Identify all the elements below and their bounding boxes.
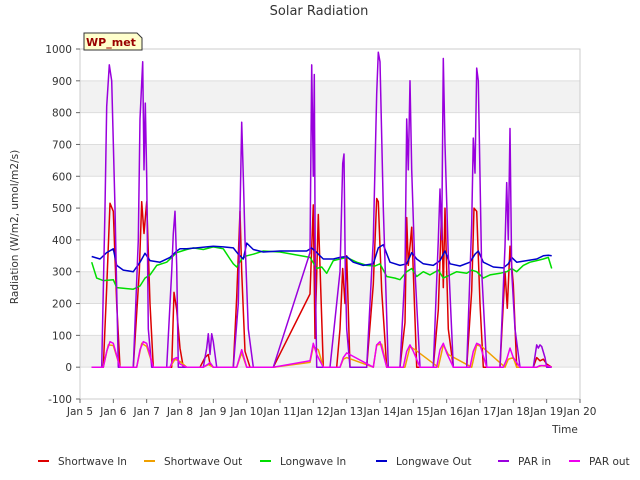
legend-item-longwave-out: Longwave Out [376,456,471,468]
y-tick-label: 700 [52,139,72,151]
legend-item-par-out: PAR out [569,456,630,468]
x-tick-label: Jan 20 [563,406,597,418]
x-axis-label: Time [551,424,578,436]
band-400 [80,208,580,240]
legend-label: Shortwave Out [164,456,242,468]
y-tick-label: 400 [52,235,72,247]
legend-label: Longwave In [280,456,346,468]
legend-label: PAR out [589,456,630,468]
series-line-longwave-in [90,246,553,290]
y-tick-label: 600 [52,171,72,183]
station-badge-box [83,32,143,51]
x-tick-label: Jan 18 [496,406,530,418]
x-tick-label: Jan 13 [329,406,363,418]
y-tick-label: 0 [65,362,72,374]
y-tick-label: 100 [52,330,72,342]
band-600 [80,144,580,177]
x-tick-label: Jan 15 [396,406,430,418]
x-axis-ticks: Jan 5 Jan 6 Jan 7 Jan 8 Jan 9 Jan 10 Jan 11 Jan… [66,399,597,418]
y-tick-label: -100 [48,394,72,406]
x-tick-label: Jan 9 [199,406,226,418]
plot-background [80,80,580,368]
legend-label: Longwave Out [396,456,471,468]
y-tick-label: 900 [52,76,72,88]
y-axis-ticks: -100 0 100 200 300 400 500 600 700 800 900 1000 [45,44,80,406]
series-line-par-in [91,51,552,368]
x-tick-label: Jan 7 [133,406,160,418]
legend-label: PAR in [518,456,551,468]
x-tick-label: Jan 16 [429,406,463,418]
x-tick-label: Jan 10 [229,406,263,418]
x-tick-label: Jan 19 [529,406,563,418]
x-tick-label: Jan 14 [363,406,397,418]
x-tick-label: Jan 11 [263,406,297,418]
legend-item-longwave-in: Longwave In [260,456,346,468]
y-tick-label: 300 [52,267,72,279]
plot-frame [79,48,581,400]
legend-item-shortwave-in: Shortwave In [38,456,127,468]
y-tick-label: 200 [52,299,72,311]
x-tick-label: Jan 17 [463,406,497,418]
series-line-par-out [91,340,552,368]
y-tick-label: 800 [52,108,72,120]
band-800 [80,80,580,113]
legend-item-shortwave-out: Shortwave Out [144,456,242,468]
y-axis-label: Radiation (W/m2, umol/m2/s) [9,150,21,304]
y-tick-label: 500 [52,203,72,215]
station-badge: WP_met [83,32,143,51]
chart-title: Solar Radiation [270,4,369,19]
x-tick-label: Jan 8 [166,406,193,418]
station-label: WP_met [86,36,136,49]
x-tick-label: Jan 6 [99,406,127,418]
series-layer [90,51,553,368]
y-tick-label: 1000 [45,44,72,56]
x-tick-label: Jan 5 [66,406,93,418]
x-tick-label: Jan 12 [296,406,330,418]
legend-item-par-in: PAR in [498,456,551,468]
legend-label: Shortwave In [58,456,127,468]
legend: Shortwave In Shortwave Out Longwave In Long… [38,456,630,468]
band-200 [80,271,580,304]
